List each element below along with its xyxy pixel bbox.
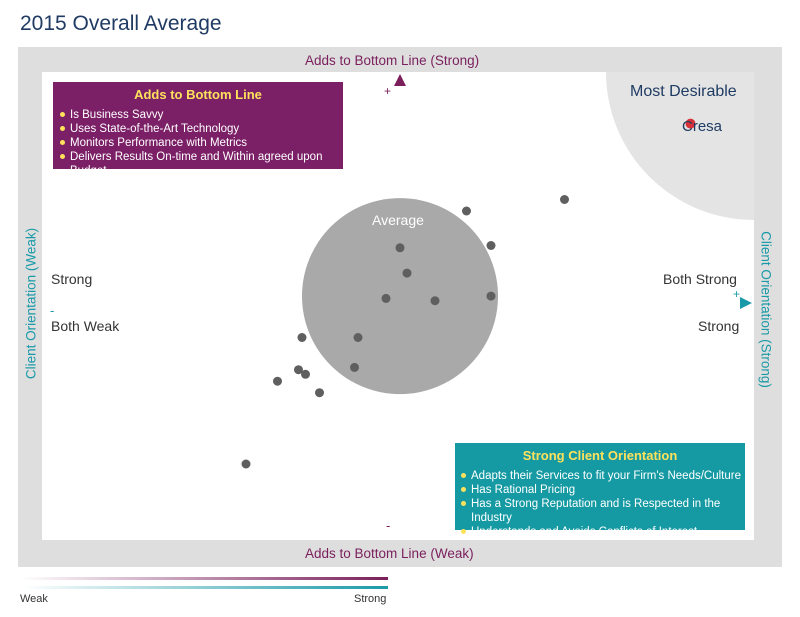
data-point [486, 291, 496, 301]
average-label: Average [372, 212, 424, 228]
most-desirable-zone [606, 72, 754, 220]
data-point [273, 376, 282, 386]
y-axis-top-title: Adds to Bottom Line (Strong) [305, 53, 480, 68]
x-minus-sign: - [50, 303, 55, 318]
y-axis-arrowhead [394, 74, 406, 86]
legend-weak: Weak [20, 593, 48, 605]
data-point [381, 293, 391, 303]
cresa-label: Cresa [682, 118, 723, 135]
highlight-point-cresa [685, 118, 696, 129]
data-point [430, 296, 440, 306]
data-point [560, 195, 569, 204]
list-item: Has Rational Pricing [461, 483, 745, 497]
x-plus-sign: + [733, 287, 741, 301]
list-item: Delivers Results On-time and Within agre… [60, 150, 343, 178]
data-point [486, 241, 496, 250]
x-axis-arrowhead [740, 297, 752, 309]
data-point [241, 459, 251, 469]
client-list: Adapts their Services to fit your Firm's… [461, 469, 745, 539]
data-point [301, 369, 310, 379]
list-item: Uses State-of-the-Art Technology [60, 122, 343, 136]
most-desirable-label: Most Desirable [630, 83, 737, 100]
bottom-line-box-title: Adds to Bottom Line [134, 87, 262, 102]
data-point [395, 243, 405, 253]
y-axis-bottom-title: Adds to Bottom Line (Weak) [305, 546, 474, 561]
label-strong-left: Strong [51, 271, 93, 287]
data-point [315, 388, 324, 398]
list-item: Adapts their Services to fit your Firm's… [461, 469, 745, 483]
data-point [350, 362, 359, 372]
list-item: Monitors Performance with Metrics [60, 136, 343, 150]
data-point [297, 333, 307, 342]
x-axis-left-title: Client Orientation (Weak) [23, 227, 39, 380]
page-title: 2015 Overall Average [20, 12, 222, 35]
label-strong-right: Strong [698, 318, 740, 334]
average-zone [302, 198, 498, 395]
legend-strong: Strong [354, 593, 387, 605]
list-item: Understands and Avoids Conflicts of Inte… [461, 525, 745, 539]
label-both-strong: Both Strong [663, 271, 737, 287]
data-point [294, 365, 303, 375]
y-minus-sign: - [386, 518, 391, 533]
data-point [402, 268, 412, 278]
x-axis-right-title: Client Orientation (Strong) [758, 231, 774, 388]
label-both-weak: Both Weak [51, 318, 120, 334]
y-plus-sign: + [384, 84, 392, 98]
list-item: Is Business Savvy [60, 108, 343, 122]
bottom-line-list: Is Business Savvy Uses State-of-the-Art … [60, 108, 343, 178]
bottom-line-box: Adds to Bottom Line Is Business Savvy Us… [53, 82, 343, 177]
legend-bar-bottom-line [22, 577, 388, 580]
data-point [462, 206, 471, 216]
data-point [353, 333, 363, 342]
client-box-title: Strong Client Orientation [522, 448, 678, 463]
points-layer [241, 118, 696, 469]
legend-bar-client [22, 586, 388, 589]
list-item: Has a Strong Reputation and is Respected… [461, 497, 745, 525]
client-orientation-box: Strong Client Orientation Adapts their S… [455, 443, 745, 538]
